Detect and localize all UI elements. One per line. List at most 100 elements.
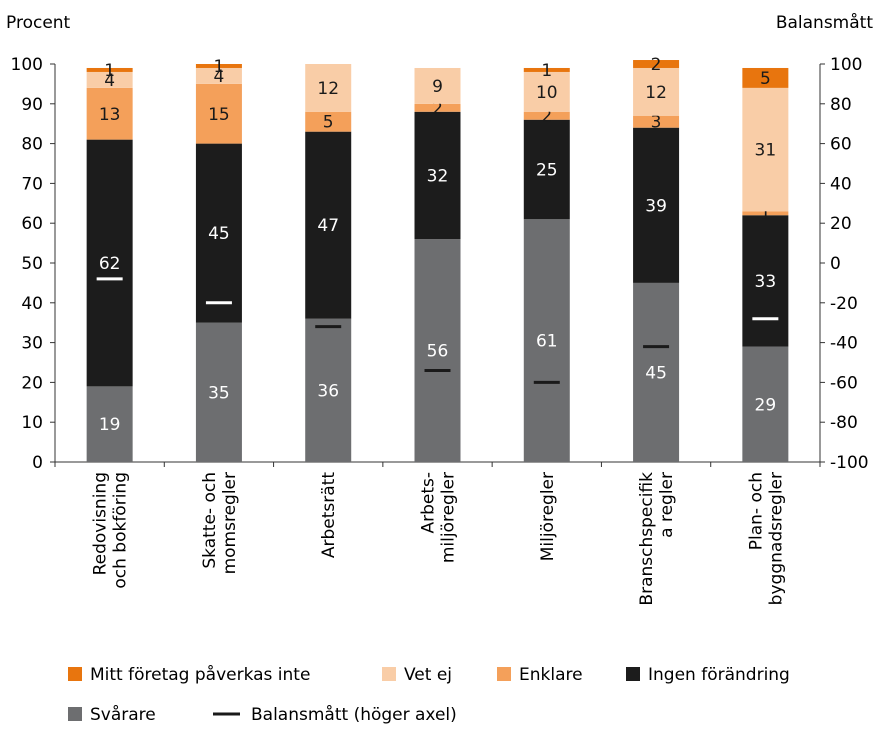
- data-label: 5: [760, 69, 771, 89]
- data-label: 4: [214, 67, 225, 87]
- x-tick-label-group: Branschspecifik a regler: [637, 472, 677, 606]
- x-tick-label: Plan- och: [746, 472, 766, 550]
- x-tick-label: a regler: [657, 472, 677, 538]
- data-label: 13: [99, 105, 121, 125]
- y2-tick-label: -60: [830, 373, 858, 393]
- data-label: 12: [317, 79, 339, 99]
- legend-swatch: [382, 667, 396, 681]
- data-label: 10: [536, 83, 558, 103]
- bar-segment: [523, 71, 570, 112]
- data-label: 56: [427, 342, 449, 362]
- data-label: 4: [104, 71, 115, 91]
- x-tick-label: Branschspecifik: [637, 472, 657, 606]
- data-label: 45: [208, 224, 230, 244]
- data-label: 47: [317, 216, 339, 236]
- legend-swatch: [497, 667, 511, 681]
- x-tick-label: miljöregler: [439, 472, 459, 563]
- data-label: 1: [214, 57, 225, 77]
- x-tick-label: Skatte- och: [200, 472, 220, 569]
- legend-label: Vet ej: [404, 665, 452, 685]
- y2-axis-title: Balansmått: [776, 12, 873, 33]
- bars: 1962134135451541364751256322961252101453…: [86, 55, 789, 462]
- data-label: 2: [432, 99, 443, 119]
- y-tick-label: 40: [21, 294, 43, 314]
- data-label: 1: [104, 61, 115, 81]
- x-tick-label: Redovisning: [91, 472, 111, 575]
- data-label: 2: [651, 55, 662, 75]
- bar-segment: [523, 111, 570, 120]
- data-label: 45: [645, 363, 667, 383]
- bar-segment: [305, 64, 352, 112]
- data-label: 29: [755, 395, 777, 415]
- bar-segment: [195, 322, 242, 462]
- x-tick-label: Arbetsrätt: [319, 472, 339, 558]
- y2-tick-label: -80: [830, 413, 858, 433]
- y-tick-label: 100: [11, 55, 43, 75]
- bar-segment: [633, 127, 680, 283]
- bar-segment: [86, 139, 133, 387]
- bar-segment: [742, 87, 789, 212]
- y-tick-label: 20: [21, 373, 43, 393]
- x-tick-label-group: Plan- och byggnadsregler: [746, 472, 786, 605]
- bar-segment: [414, 111, 461, 240]
- bar-segment: [414, 239, 461, 462]
- bar-segment: [195, 64, 242, 68]
- data-label: 1: [760, 204, 771, 224]
- data-label: 39: [645, 196, 667, 216]
- y-tick-label: 10: [21, 413, 43, 433]
- y-tick-label: 30: [21, 334, 43, 354]
- y-tick-label: 50: [21, 254, 43, 274]
- y-tick-label: 90: [21, 95, 43, 115]
- bar-segment: [523, 219, 570, 462]
- legend-swatch: [68, 667, 82, 681]
- bar-segment: [86, 87, 133, 140]
- bar-segment: [633, 67, 680, 116]
- y2-tick-label: 40: [830, 174, 852, 194]
- legend-swatch: [626, 667, 640, 681]
- x-tick-label-group: Skatte- och momsregler: [200, 472, 240, 574]
- data-label: 33: [755, 272, 777, 292]
- y-tick-label: 80: [21, 135, 43, 155]
- y-tick-label: 0: [32, 453, 43, 473]
- axes: 0 10 20 30 40 50 60 70 80 90 100 -100 -80 -60 -40 -20 0 2…: [11, 55, 869, 473]
- legend-label: Ingen förändring: [648, 665, 790, 685]
- bar-segment: [86, 386, 133, 462]
- x-tick-label-group: Arbetsrätt: [319, 472, 339, 558]
- x-tick-label: byggnadsregler: [766, 472, 786, 605]
- y-axis-title: Procent: [6, 13, 71, 33]
- y2-tick-label: -100: [830, 453, 869, 473]
- bar-segment: [414, 67, 461, 104]
- y2-tick-label: -20: [830, 294, 858, 314]
- legend-label: Balansmått (höger axel): [251, 704, 457, 725]
- x-axis-labels: Redovisning och bokföring Skatte- och momsr…: [91, 472, 787, 606]
- legend-swatch: [68, 707, 82, 721]
- data-label: 31: [755, 141, 777, 161]
- data-label: 12: [645, 83, 667, 103]
- x-tick-label-group: Redovisning och bokföring: [91, 472, 131, 589]
- data-label: 19: [99, 415, 121, 435]
- data-label: 62: [99, 254, 121, 274]
- bar-segment: [742, 211, 789, 216]
- data-label: 9: [432, 77, 443, 97]
- legend-label: Mitt företag påverkas inte: [90, 664, 310, 685]
- bar-segment: [195, 83, 242, 144]
- y2-tick-label: 60: [830, 135, 852, 155]
- bar-segment: [633, 282, 680, 462]
- x-tick-label: Miljöregler: [538, 472, 558, 561]
- legend: Mitt företag påverkas inte Vet ej Enklare I…: [68, 664, 790, 725]
- bar-segment: [523, 119, 570, 220]
- x-tick-label: och bokföring: [111, 472, 131, 589]
- legend-label: Svårare: [90, 704, 156, 725]
- data-label: 2: [541, 107, 552, 127]
- y2-tick-label: -40: [830, 334, 858, 354]
- data-label: 32: [427, 166, 449, 186]
- data-label: 35: [208, 383, 230, 403]
- data-label: 1: [541, 61, 552, 81]
- bar-segment: [414, 103, 461, 112]
- bar-segment: [742, 346, 789, 462]
- bar-segment: [305, 111, 352, 132]
- bar-segment: [195, 143, 242, 323]
- bar-segment: [633, 115, 680, 128]
- data-label: 15: [208, 105, 230, 125]
